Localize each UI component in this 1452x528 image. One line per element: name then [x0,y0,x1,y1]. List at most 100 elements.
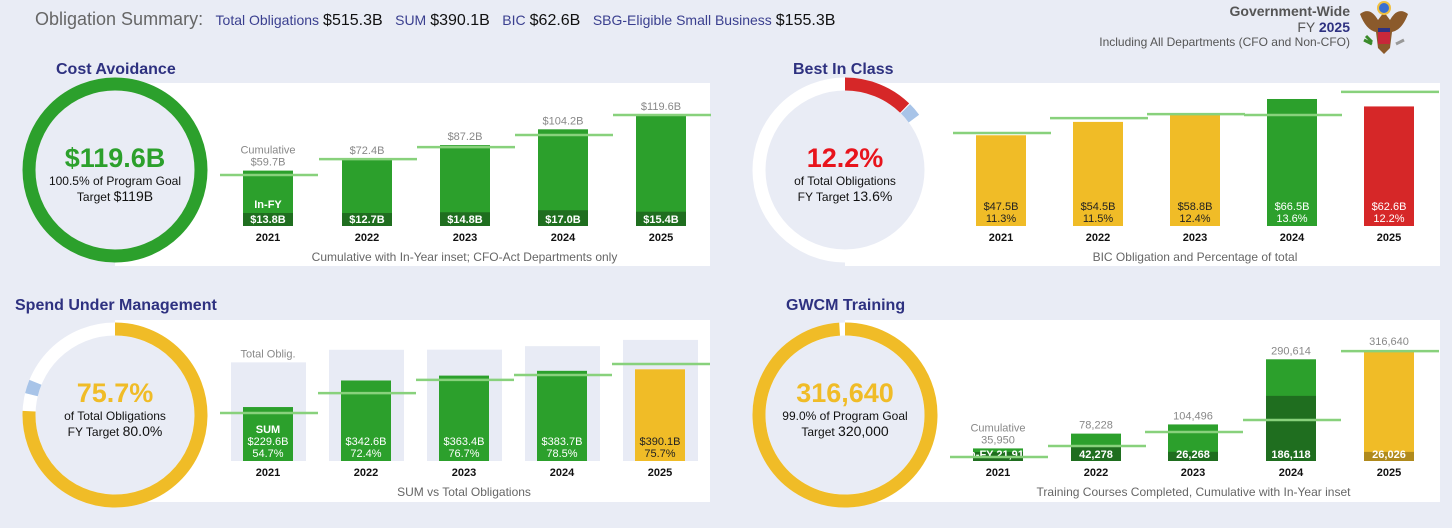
kpi-value: 316,640 [796,378,894,408]
gwcm-panel [845,320,1440,502]
bic-donut-target-marker [900,104,920,123]
bic-bar [1170,113,1220,226]
year-label: 2025 [649,232,673,244]
sum-percent-label: 54.7% [252,448,283,460]
bic-percent-label: 11.5% [1083,213,1114,225]
kpi-target-label: Target [76,190,111,204]
in-year-inset-bar [1266,395,1316,461]
in-year-inset-bar [1364,451,1414,461]
cumulative-label: $72.4B [350,145,385,157]
in-year-label: 186,118 [1271,449,1310,461]
chart-caption: Cumulative with In-Year inset; CFO-Act D… [312,250,618,264]
sum-bar [243,407,293,461]
in-year-label: In-FY 21,910 [966,449,1030,461]
bic-bar [1267,98,1317,226]
cumulative-bar [636,115,686,226]
sum-percent-label: 72.4% [350,448,381,460]
sum-percent-label: 75.7% [644,448,675,460]
fy-value: 2025 [1318,19,1350,35]
gwcm-title: GWCM Training [786,297,906,314]
bic-percent-label: 11.3% [986,213,1017,225]
cumulative-caption: Cumulative [970,422,1025,434]
sum-bar [537,370,587,461]
kpi-target-label: FY Target [67,425,120,439]
year-label: 2022 [355,232,379,244]
year-label: 2023 [452,467,476,479]
kpi-value: $119.6B [64,143,166,173]
bic-bar [976,135,1026,226]
in-year-inset-bar [243,213,293,226]
summary-value: $515.3B [323,12,383,29]
cumulative-bar [538,129,588,226]
sum-title: Spend Under Management [15,297,217,314]
kpi-line1: 99.0% of Program Goal [782,409,908,423]
summary-value: $62.6B [529,12,581,29]
sum-bar [439,375,489,461]
scope-note: Including All Departments (CFO and Non-C… [1099,35,1350,49]
in-year-label: $13.8B [250,214,286,226]
bic-kpi: 12.2% of Total Obligations FY Target 13.… [755,143,935,205]
sum-donut-center [29,329,201,501]
cumulative-label: 104,496 [1173,410,1213,422]
year-label: 2022 [354,467,378,479]
cumulative-label: $104.2B [543,115,584,127]
cumulative-label: 78,228 [1079,420,1113,432]
summary-key: SUM [395,12,427,28]
chart-caption: Training Courses Completed, Cumulative w… [1037,485,1352,499]
total-obligations-label: Total Oblig. [240,348,295,360]
year-label: 2022 [1086,232,1110,244]
kpi-line1: of Total Obligations [64,409,166,423]
in-year-label: 42,278 [1079,449,1113,461]
year-label: 2021 [256,467,280,479]
year-label: 2024 [1279,467,1304,479]
kpi-target-value: $119B [113,188,154,204]
bic-percent-label: 13.6% [1276,213,1307,225]
kpi-target-label: Target [801,425,835,439]
in-year-label: $17.0B [545,214,581,226]
sum-bar-caption: SUM [256,424,280,436]
bic-bar [1364,106,1414,226]
sum-donut-target-marker [25,379,42,397]
in-year-inset-bar [440,212,490,226]
sum-value-label: $383.7B [542,436,583,448]
kpi-target-value: 13.6% [852,188,893,204]
in-year-label: $15.4B [643,214,679,226]
sum-value-label: $342.6B [346,436,387,448]
bic-percent-label: 12.2% [1373,213,1404,225]
in-year-label: $12.7B [349,214,385,226]
cumulative-bar [1364,350,1414,461]
cumulative-label: $87.2B [448,131,483,143]
in-year-label: $14.8B [447,214,483,226]
sum-kpi: 75.7% of Total Obligations FY Target 80.… [25,378,205,440]
year-label: 2025 [1377,467,1401,479]
fy-prefix: FY [1297,19,1315,35]
kpi-target-value: 320,000 [838,423,889,439]
sum-value-label: $229.6B [248,436,289,448]
kpi-target-label: FY Target [797,190,850,204]
cumulative-label: 290,614 [1271,345,1311,357]
bic-value-label: $54.5B [1081,201,1116,213]
eagle-seal-icon [1360,1,1408,55]
year-label: 2022 [1084,467,1108,479]
sum-percent-label: 76.7% [448,448,479,460]
cumulative-caption: Cumulative [240,145,295,157]
year-label: 2021 [989,232,1013,244]
summary-key: BIC [502,12,526,28]
bic-bar [1073,121,1123,226]
cumulative-label: $59.7B [251,157,286,169]
sum-bar [635,369,685,461]
gwcm-donut-center [759,329,931,501]
year-label: 2023 [1181,467,1205,479]
kpi-line1: 100.5% of Program Goal [48,174,182,188]
year-label: 2023 [453,232,477,244]
summary-key: Total Obligations [215,12,320,28]
bic-value-label: $47.5B [984,201,1019,213]
summary-key: SBG-Eligible Small Business [592,12,772,28]
year-label: 2024 [551,232,576,244]
year-label: 2024 [1280,232,1305,244]
year-label: 2021 [256,232,280,244]
in-year-caption: In-FY [254,199,282,211]
scope-title: Government-Wide [1229,3,1350,19]
bic-panel [845,83,1440,266]
in-year-inset-bar [342,213,392,226]
